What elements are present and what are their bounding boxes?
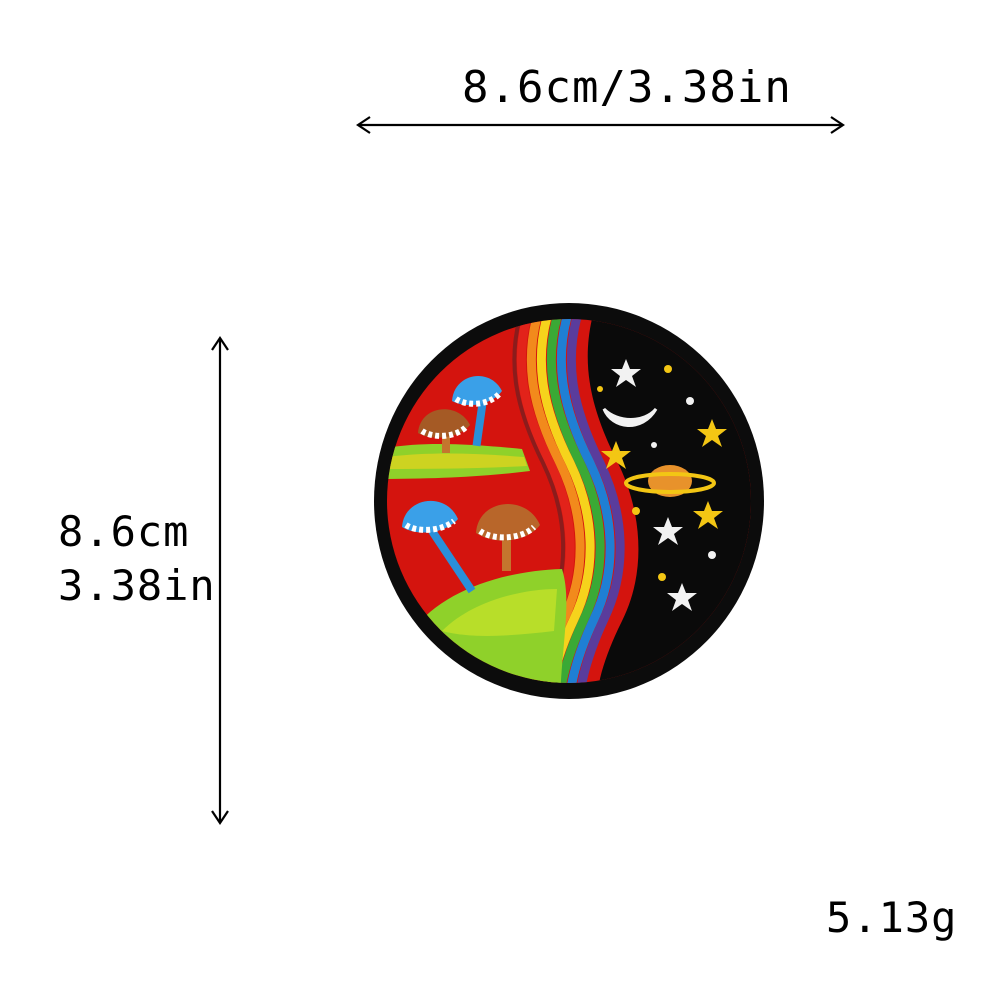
height-dimension-label: 8.6cm 3.38in xyxy=(58,505,216,613)
mushroom-bottom-right xyxy=(476,503,540,571)
star-icon xyxy=(667,583,697,611)
height-label-cm: 8.6cm xyxy=(58,507,190,556)
width-arrow xyxy=(356,116,845,134)
star-icon xyxy=(611,359,641,387)
mushroom-top-left xyxy=(418,409,470,453)
mushroom-top-right xyxy=(452,376,503,447)
width-dimension-label: 8.6cm/3.38in xyxy=(462,62,792,113)
mushroom-bottom-left xyxy=(402,500,476,594)
moon-icon xyxy=(602,407,658,427)
height-label-in: 3.38in xyxy=(58,561,216,610)
star-icon xyxy=(601,441,631,469)
night-sky-decorations xyxy=(597,359,727,611)
star-icon xyxy=(653,517,683,545)
star-icon xyxy=(697,419,727,447)
embroidered-patch-image xyxy=(374,303,764,699)
weight-label: 5.13g xyxy=(826,893,958,942)
height-arrow xyxy=(211,336,229,825)
star-icon xyxy=(693,501,723,529)
